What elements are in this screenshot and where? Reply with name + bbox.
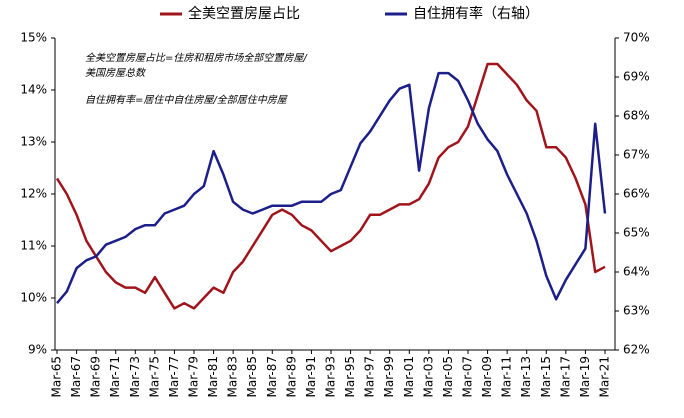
x-tick-label: Mar-93	[324, 356, 338, 397]
annotation: 美国房屋总数	[85, 67, 147, 79]
x-tick-label: Mar-99	[382, 356, 396, 397]
y2-tick-label: 65%	[623, 226, 650, 240]
x-tick-label: Mar-13	[519, 356, 533, 397]
y2-tick-label: 62%	[623, 343, 650, 357]
y2-tick-label: 66%	[623, 187, 650, 201]
x-tick-label: Mar-75	[147, 356, 161, 397]
y-tick-label: 12%	[20, 187, 47, 201]
x-tick-label: Mar-69	[89, 356, 103, 397]
x-tick-label: Mar-21	[598, 356, 612, 397]
y-tick-label: 11%	[20, 239, 47, 253]
x-tick-label: Mar-87	[265, 356, 279, 397]
y2-tick-label: 63%	[623, 304, 650, 318]
y-tick-label: 13%	[20, 135, 47, 149]
y2-tick-label: 70%	[623, 31, 650, 45]
legend-label: 自住拥有率（右轴）	[413, 5, 539, 22]
annotation: 自住拥有率=居住中自住房屋/全部居住中房屋	[85, 94, 288, 106]
x-tick-label: Mar-97	[363, 356, 377, 397]
x-tick-label: Mar-05	[441, 356, 455, 397]
y2-tick-label: 69%	[623, 70, 650, 84]
legend-label: 全美空置房屋占比	[188, 5, 300, 22]
y-tick-label: 15%	[20, 31, 47, 45]
x-tick-label: Mar-83	[226, 356, 240, 397]
x-tick-label: Mar-65	[50, 356, 64, 397]
annotation: 全美空置房屋占比=住房和租房市场全部空置房屋/	[85, 52, 308, 64]
x-tick-label: Mar-71	[108, 356, 122, 397]
y-tick-label: 10%	[20, 291, 47, 305]
x-tick-label: Mar-89	[284, 356, 298, 397]
x-tick-label: Mar-95	[343, 356, 357, 397]
x-tick-label: Mar-67	[69, 356, 83, 397]
x-tick-label: Mar-01	[402, 356, 416, 397]
x-tick-label: Mar-79	[187, 356, 201, 397]
x-tick-label: Mar-85	[245, 356, 259, 397]
x-tick-label: Mar-15	[539, 356, 553, 397]
x-tick-label: Mar-03	[421, 356, 435, 397]
line-series	[55, 62, 606, 310]
x-tick-label: Mar-73	[128, 356, 142, 397]
y-tick-label: 9%	[28, 343, 47, 357]
x-tick-label: Mar-09	[480, 356, 494, 397]
x-tick-label: Mar-17	[558, 356, 572, 397]
x-tick-label: Mar-81	[206, 356, 220, 397]
y2-tick-label: 64%	[623, 265, 650, 279]
y2-tick-label: 67%	[623, 148, 650, 162]
x-tick-label: Mar-77	[167, 356, 181, 397]
line-series	[56, 71, 607, 305]
y2-tick-label: 68%	[623, 109, 650, 123]
x-tick-label: Mar-19	[578, 356, 592, 397]
x-tick-label: Mar-07	[461, 356, 475, 397]
y-tick-label: 14%	[20, 83, 47, 97]
x-tick-label: Mar-91	[304, 356, 318, 397]
x-tick-label: Mar-11	[500, 356, 514, 397]
